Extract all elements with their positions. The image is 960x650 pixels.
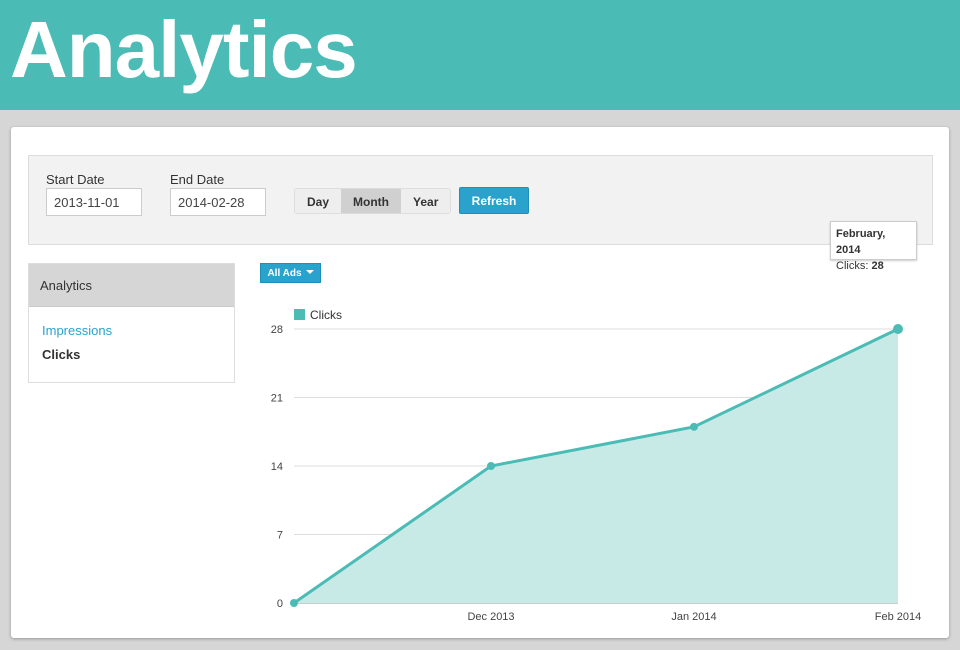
page-title: Analytics [10,5,358,94]
header-banner: Analytics [0,0,960,110]
start-date-label: Start Date [46,172,105,187]
x-tick-label: Jan 2014 [671,611,716,623]
area-fill [294,329,898,603]
tooltip-series: Clicks: [836,260,869,272]
period-year-button[interactable]: Year [401,189,451,213]
data-point [487,462,495,470]
y-tick-label: 14 [271,461,283,473]
chart-tooltip: February, 2014 Clicks: 28 [830,221,917,272]
end-date-label: End Date [170,172,225,187]
start-date-input[interactable]: 2013-11-01 [46,188,142,216]
x-tick-label: Dec 2013 [467,611,514,623]
y-tick-label: 0 [277,598,283,610]
caret-down-icon [305,270,314,274]
end-date-input[interactable]: 2014-02-28 [170,188,266,216]
period-toggle: Day Month Year [294,188,452,214]
sidebar-title: Analytics [29,264,234,307]
y-tick-label: 21 [271,393,283,405]
tooltip-title: February, 2014 [836,228,886,256]
sidebar: Analytics Impressions Clicks [28,263,235,383]
filter-bar: Start Date 2013-11-01 End Date 2014-02-2… [28,155,933,245]
refresh-button[interactable]: Refresh [459,187,529,214]
all-ads-label: All Ads [267,268,302,279]
series-line [293,327,899,605]
sidebar-item-clicks[interactable]: Clicks [42,347,81,362]
all-ads-dropdown[interactable]: All Ads [260,263,321,283]
period-month-button[interactable]: Month [341,189,401,213]
y-tick-label: 28 [271,324,283,336]
x-tick-label: Feb 2014 [875,611,921,623]
data-point [290,599,298,607]
data-point [893,324,903,334]
tooltip-value: 28 [871,260,884,272]
legend-label: Clicks [310,308,342,322]
y-tick-label: 7 [277,530,283,542]
data-point [690,422,698,431]
sidebar-item-impressions[interactable]: Impressions [42,323,113,338]
legend-swatch [294,309,305,320]
period-day-button[interactable]: Day [295,189,342,213]
